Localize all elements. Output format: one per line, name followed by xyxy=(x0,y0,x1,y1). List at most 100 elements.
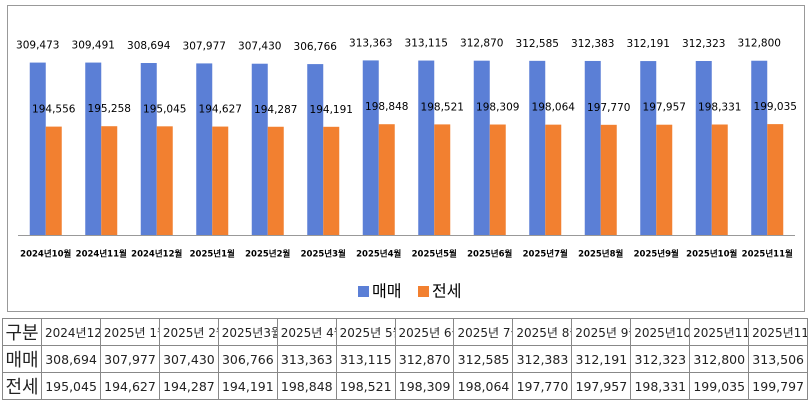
data-label: 199,035 xyxy=(754,101,797,113)
table-cell: 2025년 6월 xyxy=(394,318,455,346)
table-row: 매매 308,694 307,977 307,430 306,766 313,363 313… xyxy=(2,345,808,373)
table-cell: 2025년3월 xyxy=(217,318,278,346)
table-cell: 2025년 2월 xyxy=(158,318,219,346)
bar xyxy=(101,126,118,235)
data-label: 312,870 xyxy=(460,38,503,50)
data-label: 312,323 xyxy=(682,38,725,50)
bar xyxy=(29,62,46,235)
bar xyxy=(640,61,657,235)
x-tick-label: 2025년5월 xyxy=(412,249,457,260)
table-cell: 2025년 7월 xyxy=(453,318,514,346)
chart: 2024년10월 309,473 194,556 2024년11월 309,491 195… xyxy=(7,5,805,312)
data-label: 307,977 xyxy=(183,40,226,52)
x-tick-label: 2025년10월 xyxy=(686,249,737,260)
table-cell: 2025년 9월 xyxy=(571,318,632,346)
x-tick-label: 2025년8월 xyxy=(578,249,623,260)
x-tick-label: 2025년11월 xyxy=(742,249,793,260)
x-tick-label: 2025년2월 xyxy=(245,249,290,260)
data-table: 구분2024년12월2025년 1월2025년 2월2025년3월2025년 4… xyxy=(2,318,808,400)
data-label: 198,521 xyxy=(421,101,464,113)
bar xyxy=(751,60,768,236)
x-tick-label: 2025년7월 xyxy=(523,249,568,260)
data-label: 312,191 xyxy=(627,38,670,50)
bar xyxy=(196,63,213,236)
table-cell: 2025년 1월 xyxy=(99,318,160,346)
bar xyxy=(140,63,157,236)
table-cell: 2025년11월 xyxy=(689,318,750,346)
bar xyxy=(156,126,173,235)
table-cell: 매매 xyxy=(2,345,42,373)
table-cell: 313,115 xyxy=(335,345,396,373)
table-cell: 2025년 5월 xyxy=(335,318,396,346)
data-label: 194,287 xyxy=(254,104,297,116)
table-cell: 194,287 xyxy=(158,372,219,400)
data-label: 309,473 xyxy=(16,40,59,52)
data-label: 197,957 xyxy=(643,102,686,114)
data-label: 308,694 xyxy=(127,40,171,52)
x-tick-label: 2025년1월 xyxy=(190,249,235,260)
table-cell: 194,627 xyxy=(99,372,160,400)
table-cell: 197,957 xyxy=(571,372,632,400)
legend-swatch xyxy=(418,286,429,297)
table-cell: 2025년 4월 xyxy=(276,318,337,346)
bar xyxy=(545,124,562,235)
bar xyxy=(212,126,229,235)
table-cell: 2025년10월 xyxy=(630,318,691,346)
table-cell: 2025년11월 xyxy=(748,318,808,346)
table-cell: 2025년 8월 xyxy=(512,318,573,346)
data-label: 198,331 xyxy=(698,102,741,114)
bar xyxy=(85,62,102,235)
data-label: 194,556 xyxy=(32,104,76,116)
data-label: 198,064 xyxy=(532,102,576,114)
data-label: 198,309 xyxy=(476,102,519,114)
x-tick-label: 2025년4월 xyxy=(356,249,401,260)
table-cell: 2024년12월 xyxy=(41,318,101,346)
table-cell: 194,191 xyxy=(217,372,278,400)
data-label: 195,258 xyxy=(88,103,131,115)
bar xyxy=(711,124,728,235)
bar xyxy=(767,124,784,235)
table-cell: 198,331 xyxy=(630,372,691,400)
table-cell: 구분 xyxy=(2,318,42,346)
x-tick-label: 2025년3월 xyxy=(301,249,346,260)
bar xyxy=(656,124,673,235)
data-label: 307,430 xyxy=(238,41,281,53)
bar xyxy=(307,64,324,235)
legend-label: 매매 xyxy=(372,282,401,301)
data-label: 313,115 xyxy=(405,38,448,50)
table-row: 구분2024년12월2025년 1월2025년 2월2025년3월2025년 4… xyxy=(2,318,808,346)
legend-label: 전세 xyxy=(432,282,461,301)
data-label: 309,491 xyxy=(72,40,115,52)
bar xyxy=(45,126,62,235)
bar xyxy=(473,60,490,236)
data-label: 195,045 xyxy=(143,103,186,115)
data-label: 197,770 xyxy=(587,102,630,114)
table-cell: 312,383 xyxy=(512,345,573,373)
bar xyxy=(251,63,268,235)
table-cell: 307,977 xyxy=(99,345,160,373)
table-cell: 198,309 xyxy=(394,372,455,400)
bar xyxy=(323,126,340,235)
data-label: 306,766 xyxy=(294,41,338,53)
table-cell: 307,430 xyxy=(158,345,219,373)
table-cell: 197,770 xyxy=(512,372,573,400)
x-tick-label: 2024년11월 xyxy=(76,249,127,260)
data-label: 194,627 xyxy=(199,104,242,116)
data-label: 312,585 xyxy=(516,38,559,50)
x-tick-label: 2024년12월 xyxy=(131,249,182,260)
table-cell: 198,521 xyxy=(335,372,396,400)
bar xyxy=(267,126,284,235)
data-label: 198,848 xyxy=(365,101,408,113)
bar xyxy=(489,124,506,235)
table-cell: 199,797 xyxy=(748,372,808,400)
x-tick-label: 2025년9월 xyxy=(634,249,679,260)
bar xyxy=(529,60,546,235)
table-cell: 198,848 xyxy=(276,372,337,400)
table-cell: 312,323 xyxy=(630,345,691,373)
table-cell: 전세 xyxy=(2,372,42,400)
table-cell: 313,506 xyxy=(748,345,808,373)
bar xyxy=(362,60,379,235)
data-label: 194,191 xyxy=(310,104,353,116)
bar xyxy=(600,124,617,235)
